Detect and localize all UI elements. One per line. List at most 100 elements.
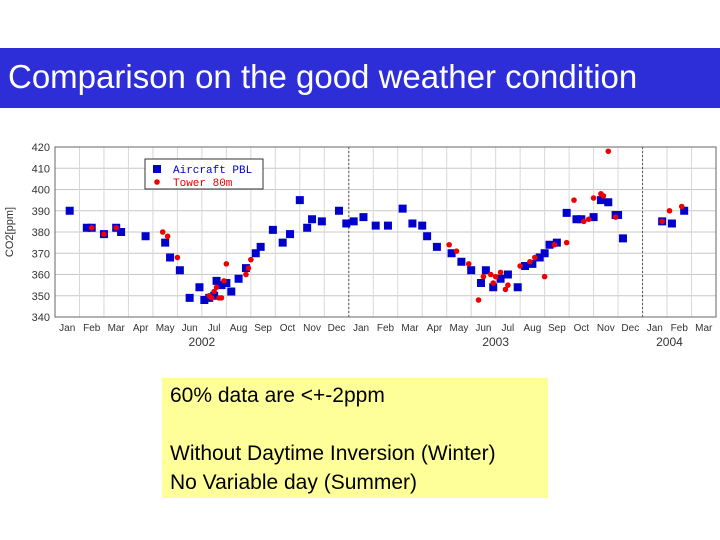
aircraft-point [303,223,312,232]
x-tick-label: Mar [401,323,419,334]
data-marks [65,148,689,304]
x-tick-label: May [156,323,175,334]
aircraft-point [535,253,544,262]
aircraft-point [349,217,358,226]
x-tick-label: Jan [59,323,75,334]
aircraft-point [540,249,549,258]
aircraft-point [408,219,417,228]
tower-point [211,288,217,295]
slide-title: Comparison on the good weather condition [8,58,638,95]
aircraft-point [317,217,326,226]
aircraft-point [334,206,343,215]
tower-point [585,216,592,223]
aircraft-point [65,206,74,215]
grid [55,146,716,318]
x-tick-label: Oct [574,323,590,334]
tower-point [605,148,612,155]
aircraft-point [432,242,441,251]
aircraft-point [447,249,456,258]
aircraft-point [457,257,466,266]
aircraft-point [476,279,485,287]
tower-point [475,297,482,303]
tower-point [600,193,607,199]
legend-marker-tower [154,179,160,185]
note-line-3: No Variable day (Summer) [170,471,418,494]
tower-point [208,295,215,301]
year-label: 2002 [189,335,216,349]
tower-point [101,231,107,237]
legend-marker-aircraft [153,165,161,173]
aircraft-point [217,281,226,290]
x-tick-label: Aug [523,323,541,334]
aircraft-point [680,206,689,215]
aircraft-point [82,223,91,232]
aircraft-point [398,204,407,213]
aircraft-point [371,221,380,230]
tower-point [492,273,499,280]
aircraft-point [577,215,586,224]
tower-point [480,273,487,280]
tower-point [487,271,494,278]
tower-point [113,224,120,231]
y-tick-label: 340 [32,312,50,324]
aircraft-point [545,240,554,249]
x-tick-label: Oct [280,323,296,334]
aircraft-point [295,196,304,205]
note-line-2: Without Daytime Inversion (Winter) [170,442,496,465]
aircraft-point [222,279,231,287]
x-tick-label: Jan [647,323,663,334]
tower-point [218,295,225,301]
aircraft-point [195,283,204,292]
tower-point [213,284,220,291]
aircraft-point [418,221,427,230]
tower-point [612,214,619,220]
year-label: 2004 [656,335,683,349]
aircraft-point [256,242,265,251]
aircraft-point [227,287,236,296]
aircraft-point [467,266,476,275]
aircraft-point [212,276,221,285]
x-tick-label: May [449,323,468,334]
tower-point [678,203,685,210]
aircraft-point [521,262,530,270]
tower-point [659,218,665,225]
aircraft-point [383,221,392,230]
aircraft-point [596,196,605,205]
axes: 340 350 360 370 380 390 400 410 420 Jan Feb Mar Apr M… [4,142,717,349]
tower-point [223,261,230,267]
aircraft-point [359,213,368,222]
aircraft-point [286,230,295,239]
aircraft-point [528,259,537,268]
aircraft-point [481,266,490,275]
legend-label: Tower 80m [173,178,233,190]
y-axis-label: CO2[ppm] [4,207,16,257]
legend-box [144,158,264,190]
aircraft-point [185,293,194,302]
x-tick-label: Aug [230,323,248,334]
x-tick-label: Sep [548,323,566,334]
x-tick-label: Mar [695,323,713,334]
tower-point [581,218,587,225]
tower-point [502,286,509,293]
aircraft-point [667,219,676,228]
legend-label: Aircraft PBL [173,165,252,177]
tower-point [248,256,254,263]
y-tick-label: 420 [32,142,50,154]
tower-point [497,269,504,276]
aircraft-point [604,198,613,207]
tower-point [666,207,673,214]
y-tick-label: 350 [32,291,50,303]
aircraft-point [166,253,175,262]
tower-point [527,258,533,265]
tower-point [551,241,558,248]
aircraft-point [200,296,209,304]
aircraft-point [589,213,598,222]
tower-point [164,233,171,240]
x-tick-label: Jul [208,323,221,334]
x-tick-label: Feb [83,323,101,334]
x-tick-label: Jul [502,323,515,334]
tower-point [532,254,538,261]
x-tick-label: Jun [182,323,198,334]
x-tick-label: Nov [303,323,321,334]
